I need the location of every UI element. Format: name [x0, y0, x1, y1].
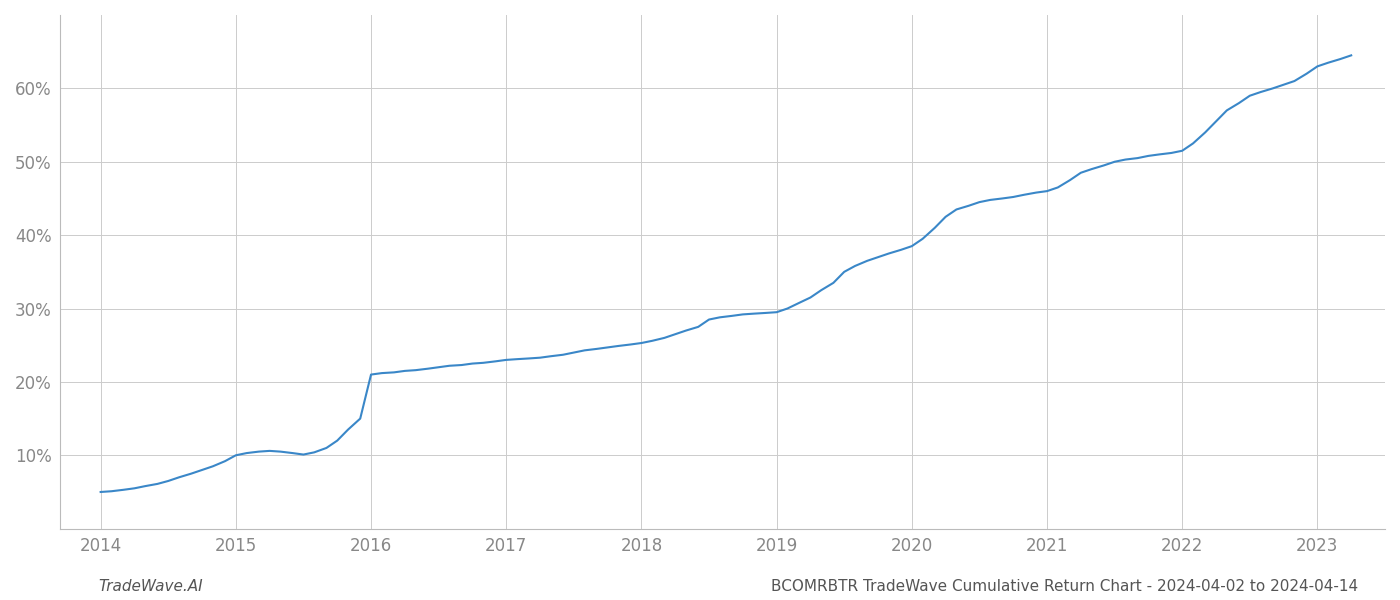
Text: BCOMRBTR TradeWave Cumulative Return Chart - 2024-04-02 to 2024-04-14: BCOMRBTR TradeWave Cumulative Return Cha…: [771, 579, 1358, 594]
Text: TradeWave.AI: TradeWave.AI: [98, 579, 203, 594]
